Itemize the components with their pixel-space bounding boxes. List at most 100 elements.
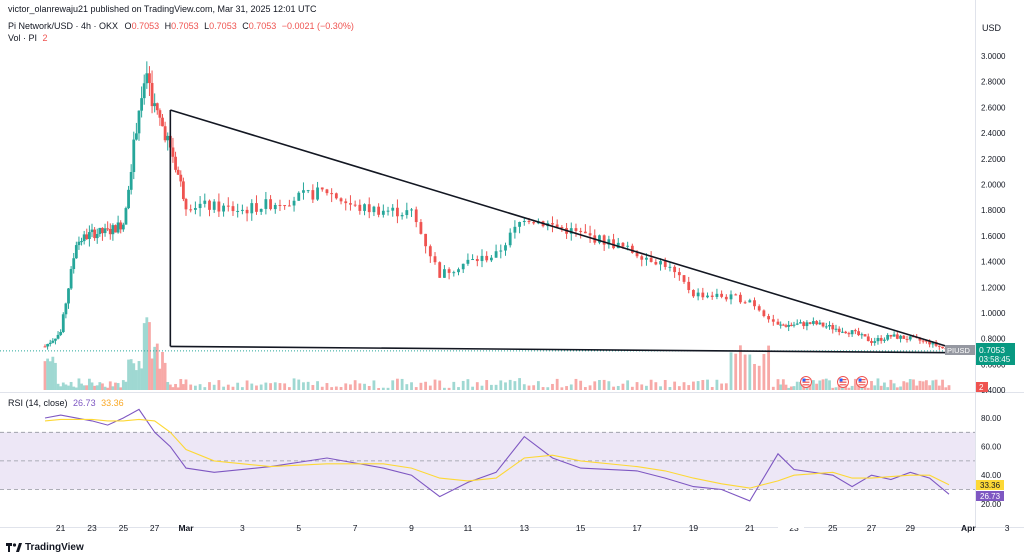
candle-body [784,325,788,327]
us-flag-icon [856,376,868,388]
rsi-tick-label: 60.00 [981,443,1002,452]
candle-body [142,83,146,99]
volume-bar [873,385,877,390]
volume-bar [278,383,282,390]
price-tick-label: 1.6000 [981,232,1006,241]
candle-body [931,341,935,345]
candle-body [860,334,864,336]
candle-body [494,251,498,258]
volume-bar [673,381,677,390]
volume-bar [184,379,188,390]
candle-body [59,332,63,335]
candle-body [414,209,418,223]
volume-bar [77,378,81,390]
volume-bar [259,384,263,390]
tradingview-logo[interactable]: TradingView [6,542,84,553]
volume-bar [163,362,167,390]
candle-body [706,295,709,298]
volume-bar [43,361,47,390]
volume-bar [710,387,714,390]
candle-body [899,335,902,339]
time-tick-label: 9 [409,523,414,533]
tradingview-icon [6,543,22,552]
volume-bar [654,382,658,390]
candle-body [485,255,489,261]
candle-body [781,324,785,326]
volume-bar [396,378,399,390]
time-tick-label: 27 [867,523,877,533]
candle-body [166,135,170,141]
candle-body [489,257,493,261]
candle-body [551,223,554,225]
volume-bar [240,387,244,390]
candle-body [499,250,503,252]
volume-bar [67,385,70,390]
volume-bar [649,379,653,390]
time-tick-label: 11 [463,523,472,533]
volume-bar [928,385,932,390]
volume-bar [899,386,902,390]
candle-body [150,82,154,107]
time-tick-label: 25 [119,523,129,533]
candle-body [821,322,825,327]
volume-value: 2 [42,33,48,43]
volume-bar [762,354,766,390]
volume-bar [593,381,597,390]
volume-bar [706,379,709,390]
volume-bar [480,385,484,390]
candle-body [339,198,343,202]
candle-body [344,201,348,204]
volume-bar [168,384,172,390]
candle-body [363,204,366,211]
candle-body [372,206,376,213]
volume-bar [93,385,97,390]
volume-bar [400,378,404,390]
time-tick-label: 21 [56,523,66,533]
candle-body [269,199,272,210]
candle-body [203,200,207,204]
candle-body [155,103,159,111]
candle-body [161,117,164,127]
volume-bar [419,382,423,390]
volume-bar [316,381,319,390]
candle-body [504,245,507,251]
candle-body [419,222,423,234]
low-value: 0.7053 [209,21,237,31]
candle-body [287,205,291,207]
event-markers [800,376,868,388]
candle-body [841,331,844,333]
price-tick-label: 0.4000 [981,386,1006,395]
candle-body [51,340,55,343]
candle-body [870,341,873,343]
volume-bar [513,381,517,390]
volume-bar [821,379,825,390]
candle-body [645,257,648,260]
candle-body [710,295,714,297]
volume-bar [56,383,60,390]
volume-bar [287,387,291,390]
volume-bar [54,362,57,390]
volume-bar [174,383,177,390]
candle-body [892,334,896,337]
rsi-ma-value: 33.36 [101,398,124,408]
price-tick-label: 2.4000 [981,129,1006,138]
volume-bar [879,385,883,390]
volume-bar [602,379,606,390]
volume-bar [787,387,791,390]
candle-body [193,208,197,210]
candle-body [334,193,338,199]
volume-bar [72,386,76,390]
candle-body [908,336,912,340]
volume-bar [140,368,144,390]
candle-body [212,201,216,210]
volume-bar [137,361,141,390]
volume-bar [106,387,110,390]
flag-stripe [858,381,866,383]
candle-body [828,325,831,327]
candle-body [217,201,221,212]
symbol-title[interactable]: Pi Network/USD · 4h · OKX [8,21,119,31]
candle-body [447,269,451,273]
candle-body [433,256,437,263]
volume-bar [358,383,362,390]
